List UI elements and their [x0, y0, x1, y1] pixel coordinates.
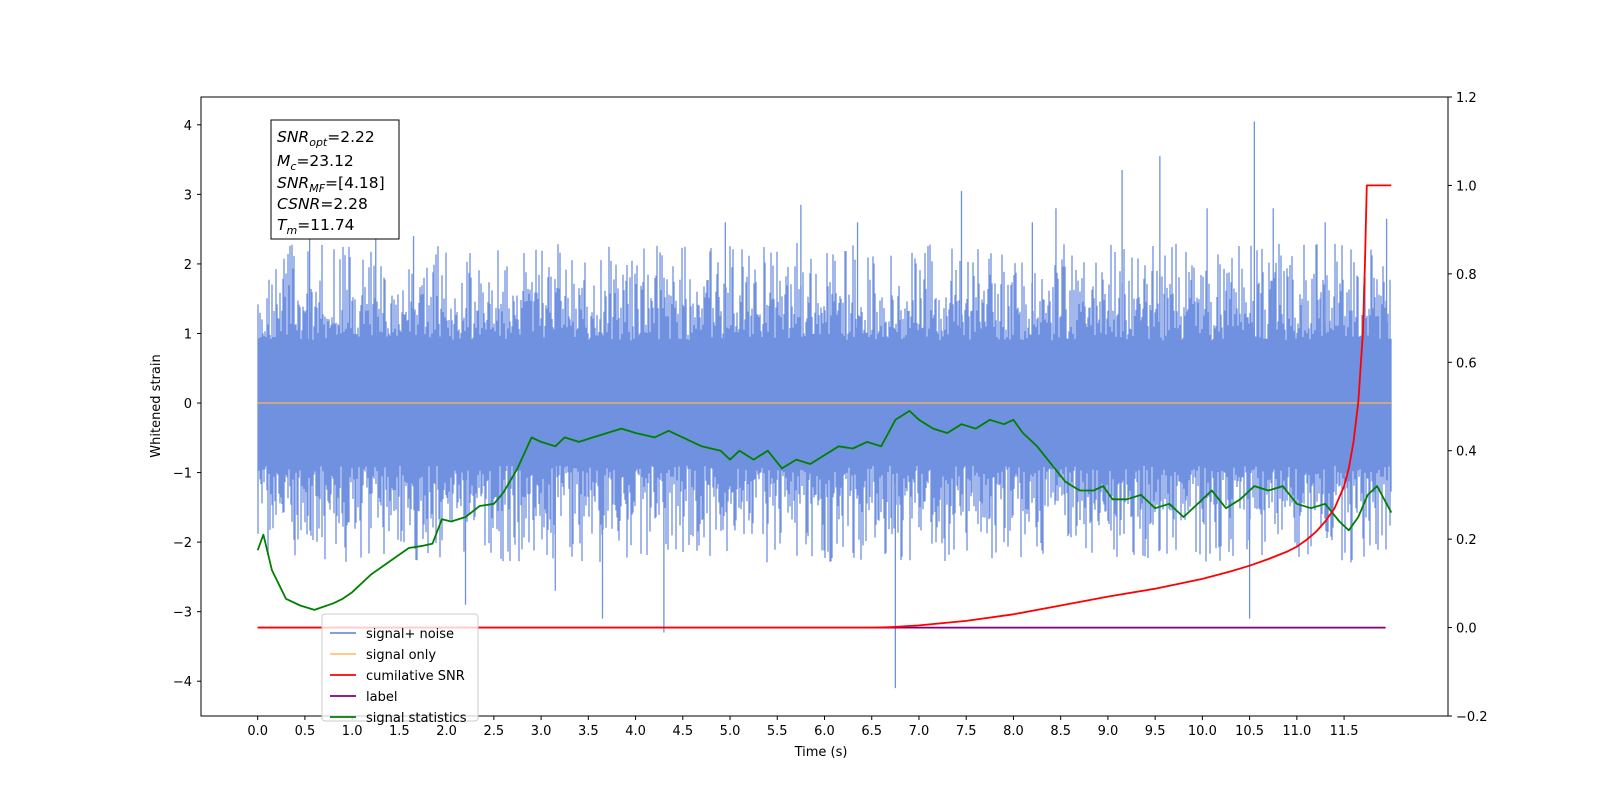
x-tick-label: 1.5: [389, 724, 410, 739]
y-left-tick-label: 0: [184, 397, 192, 412]
x-tick-label: 9.5: [1145, 724, 1166, 739]
y-axis-left-ticks: 4 3 2 1 0 −1 −2 −3 −4: [173, 119, 201, 690]
stat-csnr: CSNR=2.28: [277, 195, 368, 213]
x-tick-label: 6.5: [861, 724, 882, 739]
y-right-tick-label: 0.0: [1456, 622, 1477, 637]
signal-statistics-line: [256, 409, 1393, 611]
legend: signal+ noise signal only cumilative SNR la…: [321, 613, 479, 726]
stat-tm: Tm=11.74: [277, 216, 355, 237]
y-left-tick-label: 3: [184, 188, 192, 203]
y-left-tick-label: 2: [184, 258, 192, 273]
x-tick-label: 8.5: [1050, 724, 1071, 739]
x-tick-label: 10.0: [1188, 724, 1217, 739]
legend-label: cumilative SNR: [366, 669, 465, 684]
y-left-tick-label: 4: [184, 119, 192, 134]
x-tick-label: 3.0: [531, 724, 552, 739]
x-tick-label: 4.0: [625, 724, 646, 739]
x-tick-label: 6.0: [814, 724, 835, 739]
legend-label: signal statistics: [366, 711, 467, 726]
y-left-tick-label: −3: [173, 606, 192, 621]
x-tick-label: 10.5: [1235, 724, 1264, 739]
y-right-tick-label: 0.2: [1456, 533, 1477, 548]
x-tick-label: 8.0: [1003, 724, 1024, 739]
legend-label: label: [366, 690, 397, 705]
plot-area: [256, 121, 1393, 689]
y-right-tick-label: 1.0: [1456, 179, 1477, 194]
x-tick-label: 0.5: [295, 724, 316, 739]
x-tick-label: 11.0: [1282, 724, 1311, 739]
y-axis-label: Whitened strain: [149, 354, 164, 457]
y-right-tick-label: 1.2: [1456, 91, 1477, 106]
x-axis-label: Time (s): [794, 745, 848, 760]
y-right-tick-label: −0.2: [1456, 710, 1488, 725]
x-tick-label: 7.5: [956, 724, 977, 739]
x-tick-label: 2.0: [436, 724, 457, 739]
x-tick-label: 1.0: [342, 724, 363, 739]
x-tick-label: 0.0: [247, 724, 268, 739]
x-tick-label: 2.5: [484, 724, 505, 739]
y-left-tick-label: −1: [173, 467, 192, 482]
legend-label: signal+ noise: [366, 627, 454, 642]
y-right-tick-label: 0.6: [1456, 356, 1477, 371]
stats-box: SNRopt=2.22 Mc=23.12 SNRMF=[4.18] CSNR=2…: [270, 119, 400, 240]
x-tick-label: 11.5: [1330, 724, 1359, 739]
x-tick-label: 5.0: [720, 724, 741, 739]
stat-snr-opt: SNRopt=2.22: [277, 128, 375, 149]
y-axis-right-ticks: 1.2 1.0 0.8 0.6 0.4 0.2 0.0 −0.2: [1448, 91, 1488, 725]
x-axis-ticks: 0.0 0.5 1.0 1.5 2.0 2.5 3.0 3.5 4.0 4.5 5.0 5.5 6.0 6…: [247, 716, 1359, 739]
x-tick-label: 7.0: [909, 724, 930, 739]
x-tick-label: 3.5: [578, 724, 599, 739]
y-left-tick-label: 1: [184, 327, 192, 342]
y-left-tick-label: −2: [173, 536, 192, 551]
signal-noise-series: [257, 121, 1392, 689]
x-tick-label: 9.0: [1098, 724, 1119, 739]
x-tick-label: 5.5: [767, 724, 788, 739]
x-tick-label: 4.5: [672, 724, 693, 739]
y-right-tick-label: 0.4: [1456, 445, 1477, 460]
stat-mc: Mc=23.12: [277, 152, 354, 173]
stat-snr-mf: SNRMF=[4.18]: [277, 174, 385, 195]
y-right-tick-label: 0.8: [1456, 268, 1477, 283]
y-left-tick-label: −4: [173, 675, 192, 690]
legend-label: signal only: [366, 648, 436, 663]
cumilative-snr-line: [257, 184, 1392, 629]
